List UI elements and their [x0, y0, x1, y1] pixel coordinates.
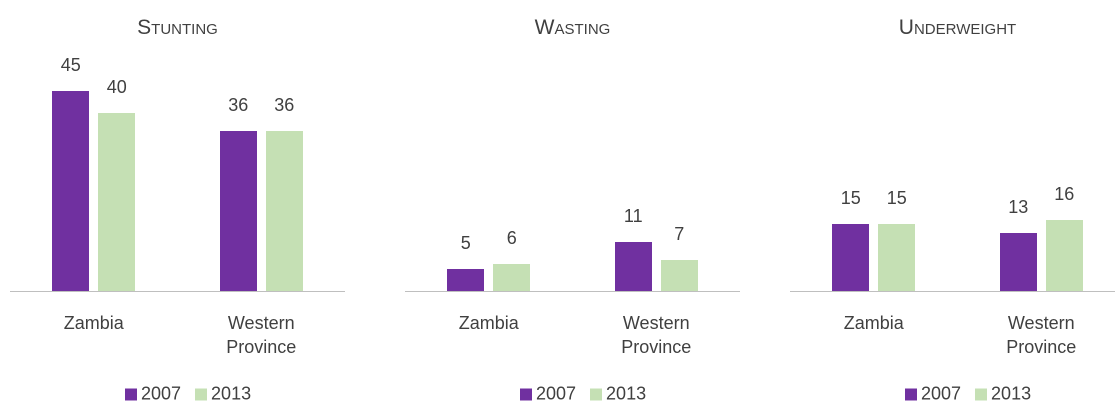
bar	[832, 224, 870, 291]
legend-label: 2007	[921, 383, 962, 404]
bar	[52, 91, 90, 291]
x-tick-label: Zambia	[63, 313, 124, 333]
data-label: 15	[886, 188, 907, 209]
legend-label: 2013	[991, 383, 1032, 404]
x-tick-label: Western Province	[1006, 313, 1077, 357]
chart-title: Underweight	[898, 16, 1017, 39]
legend-swatch	[125, 388, 137, 400]
data-label: 7	[674, 223, 685, 244]
legend-item: 2007	[905, 384, 961, 405]
legend-swatch	[195, 388, 208, 400]
legend-item: 2007	[125, 384, 181, 405]
bar	[660, 259, 698, 291]
bar	[265, 131, 303, 291]
bar	[493, 264, 531, 291]
x-tick-label: Zambia	[843, 313, 904, 333]
legend-swatch	[905, 388, 917, 400]
data-label: 6	[506, 228, 517, 249]
x-tick-label: Western Province	[621, 313, 692, 357]
legend: 2007 2013	[520, 384, 660, 405]
bar	[1045, 219, 1083, 291]
data-label: 15	[840, 188, 861, 209]
bar	[878, 224, 916, 291]
data-label: 36	[274, 95, 295, 115]
data-label: 13	[1008, 197, 1029, 218]
data-label: 5	[460, 232, 471, 253]
x-axis	[405, 291, 740, 292]
bar	[219, 131, 257, 291]
legend: 2007 2013	[905, 384, 1045, 405]
x-tick-label: Western Province	[226, 313, 297, 357]
data-label: 40	[106, 77, 127, 98]
legend-item: 2013	[195, 384, 251, 405]
legend-label: 2013	[606, 383, 647, 404]
chart-title: Stunting	[137, 16, 218, 39]
legend: 2007 2013	[125, 384, 265, 405]
x-tick-label: Zambia	[458, 313, 519, 333]
bar	[447, 268, 485, 291]
legend-swatch	[520, 388, 532, 400]
legend-label: 2007	[536, 383, 577, 404]
legend-item: 2013	[590, 384, 646, 405]
data-label: 45	[60, 55, 81, 75]
chart-title: Wasting	[534, 16, 611, 39]
data-label: 36	[228, 95, 249, 115]
legend-label: 2007	[141, 383, 182, 404]
bar	[999, 233, 1037, 291]
legend-label: 2013	[211, 383, 252, 404]
legend-item: 2013	[975, 384, 1031, 405]
legend-swatch	[975, 388, 988, 400]
data-label: 16	[1054, 183, 1075, 204]
bar	[98, 113, 136, 291]
legend-item: 2007	[520, 384, 576, 405]
x-axis	[10, 291, 345, 292]
data-label: 11	[623, 206, 643, 227]
legend-swatch	[590, 388, 603, 400]
bar	[614, 242, 652, 291]
x-axis	[790, 291, 1115, 292]
